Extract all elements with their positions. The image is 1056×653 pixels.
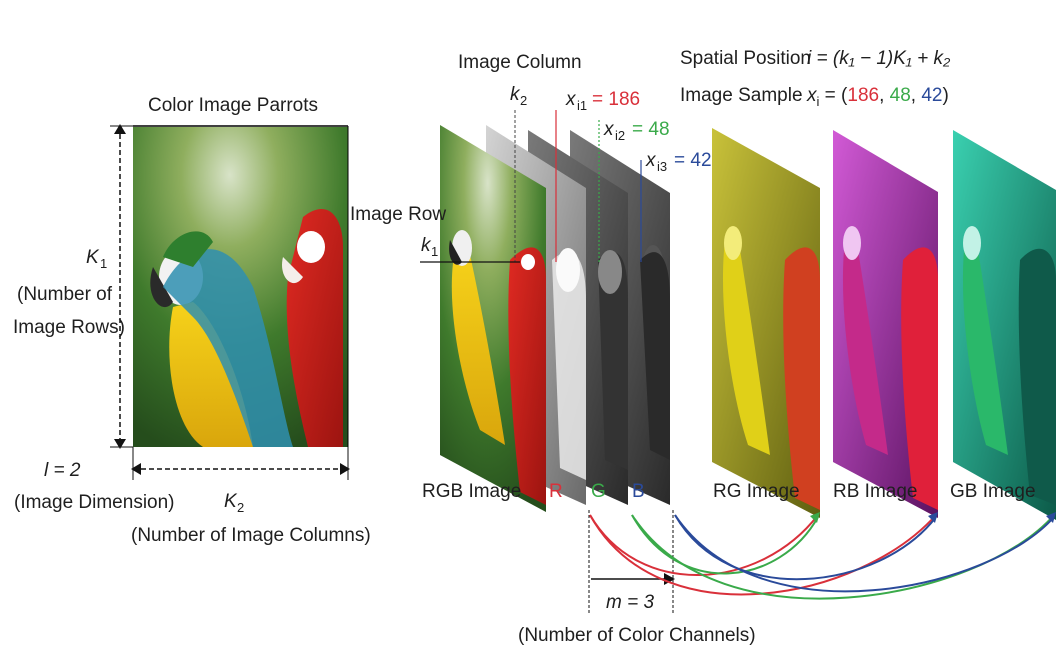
k1-row-sub: 1 — [431, 244, 438, 259]
spatial-position-label: Spatial Position — [680, 48, 811, 69]
rows-label-2: Image Rows) — [13, 317, 125, 338]
rb-image-label: RB Image — [833, 481, 917, 502]
spatial-formula: i = (k₁ − 1)K₁ + k₂ — [807, 48, 951, 69]
rgb-image-plane — [440, 125, 546, 512]
image-column-label: Image Column — [458, 52, 582, 73]
rg-image-plane — [712, 128, 820, 518]
xi1-symbol: x — [565, 89, 577, 110]
gb-image-plane — [953, 130, 1056, 520]
k1-row-symbol: k — [421, 235, 432, 256]
xi3-symbol: x — [645, 150, 657, 171]
l-equals: l = 2 — [44, 460, 81, 481]
rows-arrow — [110, 124, 133, 449]
rgb-image-label: RGB Image — [422, 481, 521, 502]
xi2-value: = 48 — [632, 119, 670, 140]
image-sample-formula: xi = (186, 48, 42) — [806, 85, 949, 109]
xi1-sub: i1 — [577, 98, 587, 113]
k1-symbol: K — [86, 247, 100, 268]
xi1-value: = 186 — [592, 89, 640, 110]
gb-arrowhead — [1046, 512, 1056, 523]
k2-col-symbol: k — [510, 84, 521, 105]
k1-sub: 1 — [100, 256, 107, 271]
image-dimension-label: (Image Dimension) — [14, 492, 175, 513]
main-title: Color Image Parrots — [148, 95, 318, 116]
channel-combination-arrows — [589, 514, 1055, 600]
rg-arrowhead — [810, 512, 820, 523]
rb-image-plane — [833, 130, 938, 518]
rb-arrowhead — [928, 512, 938, 523]
xi2-symbol: x — [603, 119, 615, 140]
xi3-sub: i3 — [657, 159, 667, 174]
k2-col-sub: 2 — [520, 93, 527, 108]
image-row-label: Image Row — [350, 204, 446, 225]
image-sample-label: Image Sample — [680, 85, 803, 106]
k2-symbol: K — [224, 491, 238, 512]
m-equals: m = 3 — [606, 592, 654, 613]
b-label: B — [632, 481, 645, 502]
xi2-sub: i2 — [615, 128, 625, 143]
k2-sub: 2 — [237, 500, 244, 515]
color-parrot-image — [133, 127, 348, 447]
gb-image-label: GB Image — [950, 481, 1036, 502]
g-label: G — [591, 481, 606, 502]
channels-label: (Number of Color Channels) — [518, 625, 756, 646]
xi3-value: = 42 — [674, 150, 712, 171]
rg-image-label: RG Image — [713, 481, 800, 502]
r-label: R — [549, 481, 563, 502]
columns-arrow — [131, 447, 350, 480]
columns-label: (Number of Image Columns) — [131, 525, 371, 546]
rows-label-1: (Number of — [17, 284, 113, 305]
